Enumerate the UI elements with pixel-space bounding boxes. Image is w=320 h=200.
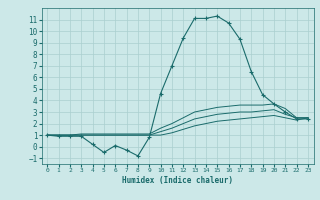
X-axis label: Humidex (Indice chaleur): Humidex (Indice chaleur) [122,176,233,185]
